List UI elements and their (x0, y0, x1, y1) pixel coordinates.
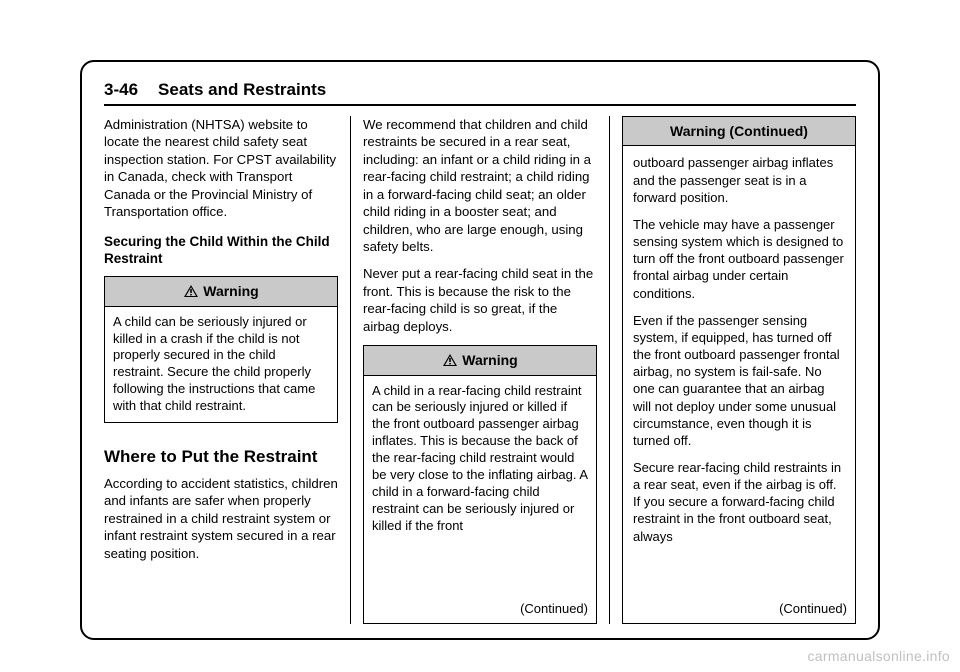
continued-label: (Continued) (364, 596, 596, 623)
warning-body: outboard passenger airbag inflates and t… (623, 146, 855, 595)
warning-box-continued: Warning (Continued) outboard passenger a… (622, 116, 856, 624)
warning-label: Warning (Continued) (670, 122, 808, 140)
page-number: 3-46 (104, 80, 138, 100)
warning-label: Warning (203, 282, 258, 300)
page-header: 3-46 Seats and Restraints (104, 80, 856, 106)
watermark-text: carmanualsonline.info (808, 648, 951, 664)
body-text: We recommend that children and child res… (363, 116, 597, 255)
content-columns: Administration (NHTSA) website to locate… (104, 116, 856, 624)
warning-label: Warning (462, 351, 517, 369)
warning-triangle-icon (442, 353, 458, 367)
chapter-title: Seats and Restraints (158, 80, 326, 100)
body-text: According to accident statistics, childr… (104, 475, 338, 562)
column-1: Administration (NHTSA) website to locate… (104, 116, 350, 624)
warning-paragraph: outboard passenger airbag inflates and t… (633, 154, 845, 205)
section-heading: Where to Put the Restraint (104, 447, 338, 467)
warning-paragraph: Secure rear-facing child restraints in a… (633, 459, 845, 545)
warning-header: Warning (Continued) (623, 117, 855, 146)
warning-body: A child can be seriously injured or kill… (105, 307, 337, 422)
warning-triangle-icon (183, 284, 199, 298)
column-2: We recommend that children and child res… (351, 116, 609, 624)
warning-body: A child in a rear-facing child restraint… (364, 376, 596, 596)
column-3: Warning (Continued) outboard passenger a… (610, 116, 856, 624)
warning-paragraph: Even if the passenger sensing system, if… (633, 312, 845, 449)
warning-header: Warning (364, 346, 596, 375)
body-text: Administration (NHTSA) website to locate… (104, 116, 338, 221)
warning-paragraph: The vehicle may have a passenger sensing… (633, 216, 845, 302)
warning-header: Warning (105, 277, 337, 306)
body-text: Never put a rear-facing child seat in th… (363, 265, 597, 335)
warning-box: Warning A child can be seriously injured… (104, 276, 338, 423)
warning-box: Warning A child in a rear-facing child r… (363, 345, 597, 624)
manual-page: 3-46 Seats and Restraints Administration… (80, 60, 880, 640)
continued-label: (Continued) (623, 596, 855, 623)
subheading: Securing the Child Within the Child Rest… (104, 233, 338, 269)
